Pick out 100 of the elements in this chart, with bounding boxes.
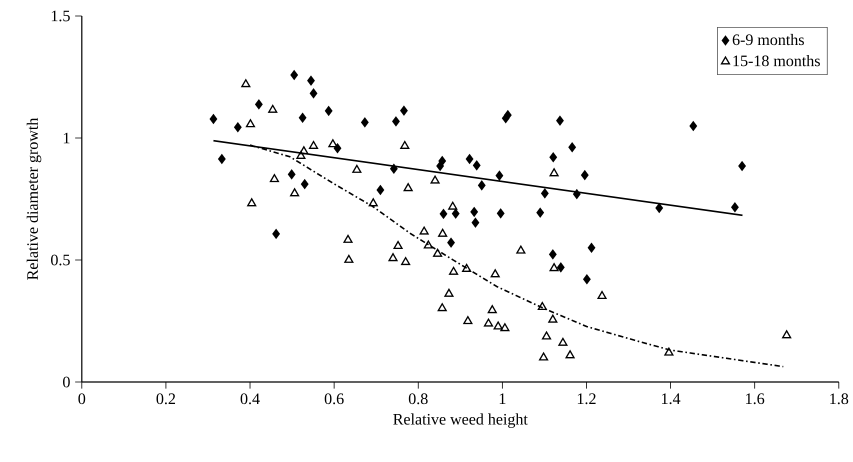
x-tick-label: 1 [500,393,506,404]
point [549,168,559,176]
x-tick-label: 0.2 [156,393,176,404]
point [549,152,558,162]
point [558,338,568,346]
x-tick-label: 0.4 [240,393,260,404]
point [310,88,318,98]
point [488,305,497,314]
point [500,323,510,332]
y-tick-label: 0 [63,376,70,388]
point [572,189,581,200]
legend-label: 6-9 months [732,34,804,46]
point [556,116,564,126]
point [246,119,256,128]
point [490,269,500,278]
point [655,202,664,214]
point [400,140,410,149]
point [452,208,460,219]
x-tick-label: 1.4 [662,393,680,404]
x-tick-label: 1.2 [578,393,596,404]
point [430,176,440,184]
point [438,303,447,312]
point [328,139,338,148]
point [344,254,354,263]
point [448,202,458,210]
point [540,188,549,198]
point [368,198,378,206]
point [298,112,306,123]
point [404,183,413,192]
y-axis-title: Relative diameter growth [26,118,42,280]
point [738,160,746,172]
point [360,117,369,128]
point [448,266,458,275]
point [565,350,575,358]
point [432,248,442,257]
point [556,262,565,272]
point [496,208,505,218]
point [478,180,486,190]
legend-label: 15-18 months [733,55,820,66]
point [392,116,400,126]
point [290,70,298,80]
point [288,169,296,180]
x-tick-label: 0.6 [324,393,344,404]
point [424,240,433,249]
point [218,154,226,164]
point [542,331,552,340]
point [376,184,384,196]
point [393,240,403,250]
point [247,198,256,206]
point [496,170,504,181]
point [588,242,596,253]
point [548,249,557,260]
point [444,288,454,297]
point [538,352,548,361]
point [436,160,444,172]
point [343,234,353,243]
point [664,348,674,356]
y-tick-label: 1 [64,132,70,144]
point [352,164,362,173]
point [484,318,494,327]
point [296,150,306,159]
point [300,179,309,190]
point [234,122,242,132]
point [549,263,559,272]
x-axis-title: Relative weed height [393,413,528,428]
y-tick-label: 0.5 [51,254,70,266]
point [290,188,300,196]
point [440,208,448,219]
point [731,202,739,212]
point [689,120,698,132]
point [548,314,558,323]
point [782,330,792,338]
point [538,302,547,310]
x-tick-label: 0 [78,393,86,404]
y-tick-label: 1.5 [52,10,70,22]
point [390,164,398,174]
point [388,253,398,262]
x-tick-label: 0.8 [408,393,428,404]
point [400,106,408,116]
point [210,114,218,124]
point [516,246,526,254]
point [308,140,318,149]
point [438,228,448,237]
x-tick-label: 1.8 [830,393,848,404]
point [299,146,308,154]
point [583,274,591,284]
point [420,226,429,235]
point [270,174,280,182]
point [241,79,250,88]
point [568,142,576,152]
point [307,76,315,86]
point [324,106,333,116]
point [494,321,503,330]
point [401,256,410,266]
x-tick-label: 1.6 [746,393,764,404]
point [272,228,280,239]
point [470,206,478,218]
point [466,154,474,164]
point [536,208,544,218]
point [462,264,472,272]
